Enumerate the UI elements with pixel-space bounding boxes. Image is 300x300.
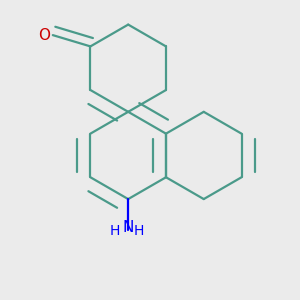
Text: N: N [122, 220, 134, 235]
Text: O: O [38, 28, 50, 43]
Text: H: H [134, 224, 144, 238]
Text: H: H [110, 224, 120, 238]
